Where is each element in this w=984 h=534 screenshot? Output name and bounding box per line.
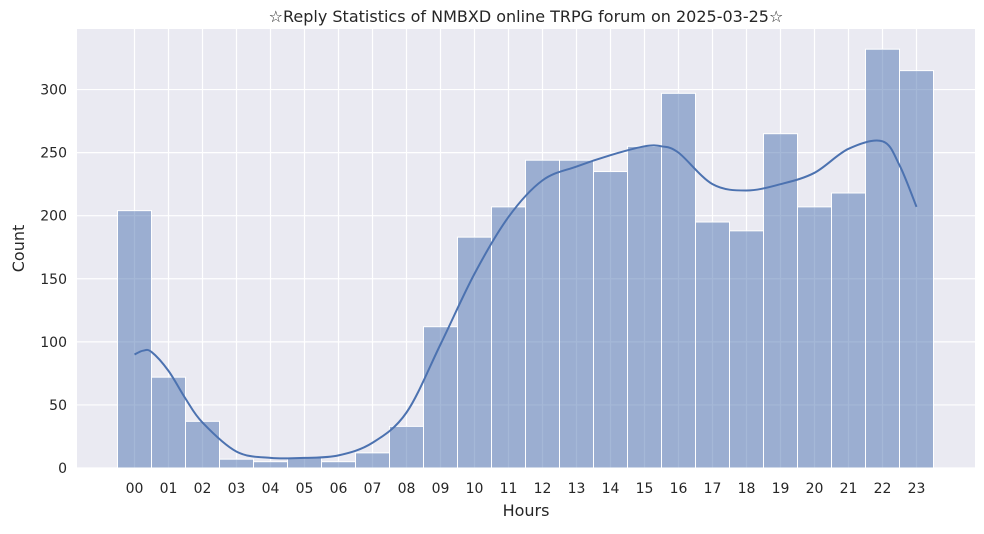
x-tick-label: 06 — [330, 481, 348, 497]
bar-hour-05 — [287, 457, 322, 469]
x-tick-label: 04 — [262, 481, 280, 497]
x-tick-label: 21 — [840, 481, 858, 497]
bar-hour-15 — [627, 145, 662, 469]
bar-hour-16 — [661, 92, 696, 469]
x-tick-label: 22 — [874, 481, 892, 497]
x-tick-label: 13 — [568, 481, 586, 497]
x-tick-label: 19 — [772, 481, 790, 497]
bars — [117, 48, 934, 469]
bar-hour-01 — [151, 376, 186, 469]
x-tick-label: 10 — [466, 481, 484, 497]
x-tick-label: 03 — [228, 481, 246, 497]
x-tick-label: 00 — [126, 481, 144, 497]
x-tick-label: 08 — [398, 481, 416, 497]
bar-hour-07 — [355, 452, 390, 469]
x-tick-label: 14 — [602, 481, 620, 497]
bar-hour-04 — [253, 461, 288, 469]
bar-hour-08 — [389, 425, 424, 469]
bar-hour-12 — [525, 159, 560, 469]
bar-hour-11 — [491, 206, 526, 469]
y-tick-label: 250 — [40, 146, 67, 162]
bar-hour-06 — [321, 461, 356, 469]
bar-hour-02 — [185, 420, 220, 469]
x-tick-label: 17 — [704, 481, 722, 497]
x-tick-labels: 00 01 02 03 04 05 06 07 08 09 10 11 12 13 14 15 16 17 18 19… — [126, 481, 926, 497]
x-tick-label: 15 — [636, 481, 654, 497]
bar-hour-13 — [559, 159, 594, 469]
kde-curve — [134, 139, 918, 460]
x-tick-label: 12 — [534, 481, 552, 497]
x-tick-label: 11 — [500, 481, 518, 497]
x-tick-label: 09 — [432, 481, 450, 497]
x-tick-label: 07 — [364, 481, 382, 497]
y-tick-label: 100 — [40, 335, 67, 351]
bar-hour-18 — [729, 230, 764, 469]
bar-hour-23 — [899, 70, 934, 469]
bar-hour-21 — [831, 192, 866, 469]
x-tick-label: 02 — [194, 481, 212, 497]
bar-hour-00 — [117, 210, 152, 469]
bar-hour-17 — [695, 221, 730, 469]
x-tick-label: 05 — [296, 481, 314, 497]
bar-hour-09 — [423, 326, 458, 469]
bar-hour-22 — [865, 48, 900, 469]
x-tick-label: 20 — [806, 481, 824, 497]
y-tick-label: 50 — [49, 398, 67, 414]
y-tick-label: 200 — [40, 209, 67, 225]
x-tick-label: 01 — [160, 481, 178, 497]
x-tick-label: 16 — [670, 481, 688, 497]
y-tick-labels: 0 50 100 150 200 250 300 — [40, 83, 67, 477]
y-tick-label: 0 — [58, 461, 67, 477]
y-axis-label: Count — [9, 225, 28, 273]
chart-title: ☆Reply Statistics of NMBXD online TRPG f… — [269, 7, 784, 26]
bar-hour-19 — [763, 133, 798, 469]
bar-hour-03 — [219, 458, 254, 469]
y-tick-label: 300 — [40, 83, 67, 99]
x-axis-label: Hours — [503, 501, 550, 520]
bar-hour-20 — [797, 206, 832, 469]
x-tick-label: 18 — [738, 481, 756, 497]
bar-hour-14 — [593, 171, 628, 469]
x-tick-label: 23 — [908, 481, 926, 497]
y-tick-label: 150 — [40, 272, 67, 288]
